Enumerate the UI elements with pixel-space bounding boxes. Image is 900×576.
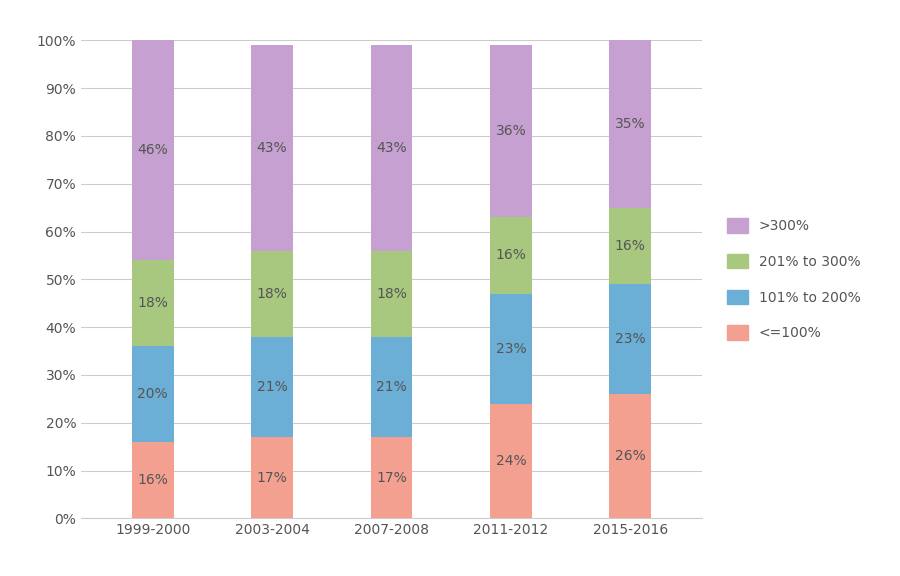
Text: 36%: 36% — [496, 124, 526, 138]
Text: 23%: 23% — [496, 342, 526, 356]
Text: 17%: 17% — [256, 471, 287, 485]
Text: 21%: 21% — [376, 380, 407, 394]
Bar — [490, 217, 532, 294]
Bar — [609, 40, 652, 207]
Bar — [131, 346, 174, 442]
Text: 16%: 16% — [496, 248, 526, 263]
Text: 23%: 23% — [615, 332, 645, 346]
Bar — [131, 260, 174, 346]
Text: 18%: 18% — [376, 287, 407, 301]
Text: 24%: 24% — [496, 454, 526, 468]
Bar — [251, 251, 293, 337]
Text: 16%: 16% — [137, 473, 168, 487]
Legend: >300%, 201% to 300%, 101% to 200%, <=100%: >300%, 201% to 300%, 101% to 200%, <=100… — [722, 213, 866, 346]
Bar — [490, 404, 532, 518]
Text: 18%: 18% — [137, 296, 168, 310]
Text: 20%: 20% — [138, 387, 168, 401]
Bar — [371, 437, 412, 518]
Bar — [251, 337, 293, 437]
Bar — [131, 442, 174, 518]
Text: 21%: 21% — [256, 380, 287, 394]
Text: 26%: 26% — [615, 449, 645, 463]
Bar — [371, 45, 412, 251]
Bar — [490, 45, 532, 217]
Text: 16%: 16% — [615, 239, 646, 253]
Text: 43%: 43% — [256, 141, 287, 155]
Bar — [609, 284, 652, 394]
Bar — [371, 251, 412, 337]
Text: 43%: 43% — [376, 141, 407, 155]
Bar — [490, 294, 532, 404]
Bar — [609, 394, 652, 518]
Text: 35%: 35% — [615, 117, 645, 131]
Bar — [131, 40, 174, 260]
Bar — [251, 437, 293, 518]
Text: 17%: 17% — [376, 471, 407, 485]
Bar — [251, 45, 293, 251]
Bar — [609, 207, 652, 284]
Text: 18%: 18% — [256, 287, 287, 301]
Text: 46%: 46% — [138, 143, 168, 157]
Bar — [371, 337, 412, 437]
